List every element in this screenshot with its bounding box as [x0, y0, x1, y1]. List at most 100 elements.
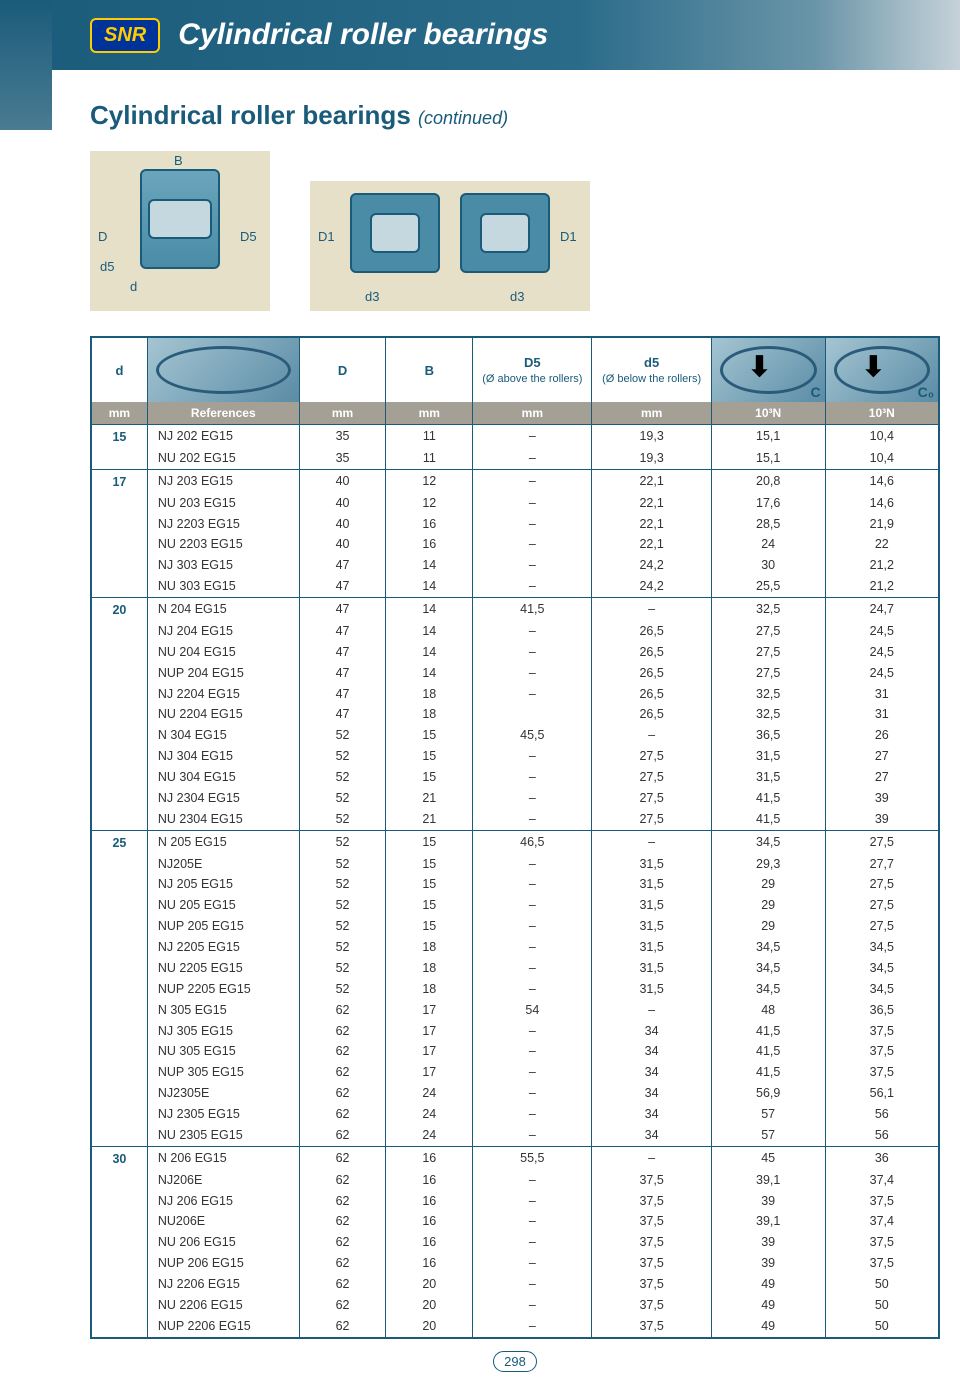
cell: NU 206 EG15	[147, 1232, 299, 1253]
cell: 27	[825, 767, 939, 788]
section-title: Cylindrical roller bearings (continued)	[90, 100, 940, 131]
header-title: Cylindrical roller bearings	[178, 18, 548, 52]
cell: 37,5	[592, 1170, 711, 1191]
cell: 15	[386, 854, 473, 875]
cell-d	[91, 1316, 147, 1338]
diag-label-D1b: D1	[560, 229, 577, 244]
cell: N 304 EG15	[147, 725, 299, 746]
table-row: 15NJ 202 EG153511–19,315,110,4	[91, 425, 939, 448]
cell-d	[91, 788, 147, 809]
cell	[473, 704, 592, 725]
cell: –	[473, 684, 592, 705]
cell: 32,5	[711, 704, 825, 725]
cell: –	[473, 448, 592, 469]
cell: 31	[825, 704, 939, 725]
cell: 62	[299, 1104, 386, 1125]
cell: 14	[386, 663, 473, 684]
table-row: NJ 305 EG156217–3441,537,5	[91, 1021, 939, 1042]
cell: 50	[825, 1295, 939, 1316]
cell-d	[91, 663, 147, 684]
cell: 19,3	[592, 425, 711, 448]
cell-d	[91, 534, 147, 555]
cell: NU 303 EG15	[147, 576, 299, 597]
cell: 37,5	[592, 1253, 711, 1274]
cell: 14,6	[825, 469, 939, 492]
cell: 50	[825, 1316, 939, 1338]
cell-d	[91, 1062, 147, 1083]
unit-mm-2: mm	[299, 402, 386, 425]
cell: NJ 205 EG15	[147, 874, 299, 895]
table-row: NJ 2206 EG156220–37,54950	[91, 1274, 939, 1295]
left-accent-band	[0, 0, 52, 130]
cell-d	[91, 684, 147, 705]
cell: 54	[473, 1000, 592, 1021]
cell-d	[91, 895, 147, 916]
cell: 62	[299, 1316, 386, 1338]
cell: 62	[299, 1170, 386, 1191]
cell: NJ2305E	[147, 1083, 299, 1104]
cell: NJ 2204 EG15	[147, 684, 299, 705]
cell: NJ 305 EG15	[147, 1021, 299, 1042]
cell: –	[473, 979, 592, 1000]
brand-logo: SNR	[90, 18, 160, 53]
cell: NJ206E	[147, 1170, 299, 1191]
cell: N 205 EG15	[147, 830, 299, 853]
page-number: 298	[90, 1354, 940, 1369]
table-row: 25N 205 EG15521546,5–34,527,5	[91, 830, 939, 853]
col-C-img: ⬇C	[711, 337, 825, 402]
cell: 12	[386, 493, 473, 514]
cell-d	[91, 809, 147, 830]
table-row: NJ 303 EG154714–24,23021,2	[91, 555, 939, 576]
cell: 34,5	[711, 937, 825, 958]
cell: NU 203 EG15	[147, 493, 299, 514]
cell: –	[473, 642, 592, 663]
cell: 62	[299, 1295, 386, 1316]
cell: 34	[592, 1041, 711, 1062]
cell: 17	[386, 1021, 473, 1042]
cell: 17	[386, 1041, 473, 1062]
cell: 14,6	[825, 493, 939, 514]
table-row: NU 304 EG155215–27,531,527	[91, 767, 939, 788]
cell: –	[473, 1295, 592, 1316]
table-row: NJ 205 EG155215–31,52927,5	[91, 874, 939, 895]
cell: –	[473, 1062, 592, 1083]
cell: 16	[386, 1253, 473, 1274]
cell: 22,1	[592, 514, 711, 535]
table-body: 15NJ 202 EG153511–19,315,110,4NU 202 EG1…	[91, 425, 939, 1338]
cell: 27	[825, 746, 939, 767]
table-row: NJ 2305 EG156224–345756	[91, 1104, 939, 1125]
unit-mm-3: mm	[386, 402, 473, 425]
cell: NJ205E	[147, 854, 299, 875]
cell: –	[473, 1104, 592, 1125]
cell: 37,5	[592, 1191, 711, 1212]
bearings-table: d D B D5(Ø above the rollers) d5(Ø below…	[90, 336, 940, 1339]
cell: 24,2	[592, 555, 711, 576]
cell-d	[91, 1104, 147, 1125]
cell: –	[473, 1041, 592, 1062]
cell-d	[91, 1274, 147, 1295]
cell: 52	[299, 874, 386, 895]
diag-label-d: d	[130, 279, 137, 294]
cell: –	[592, 1146, 711, 1169]
cell: 21,2	[825, 555, 939, 576]
cell: 20	[386, 1295, 473, 1316]
diag-label-D5: D5	[240, 229, 257, 244]
cell: NU206E	[147, 1211, 299, 1232]
cell: 56,9	[711, 1083, 825, 1104]
cell: 21,2	[825, 576, 939, 597]
cell: 37,4	[825, 1211, 939, 1232]
cell: 36,5	[711, 725, 825, 746]
cell: NU 304 EG15	[147, 767, 299, 788]
cell: 16	[386, 1170, 473, 1191]
cell: 16	[386, 1211, 473, 1232]
diag-label-D1a: D1	[318, 229, 335, 244]
cell: 39	[711, 1191, 825, 1212]
cell: NJ 2304 EG15	[147, 788, 299, 809]
cell-d	[91, 1083, 147, 1104]
table-row: NU206E6216–37,539,137,4	[91, 1211, 939, 1232]
cell: 26	[825, 725, 939, 746]
cell: 34,5	[711, 830, 825, 853]
cell: NJ 303 EG15	[147, 555, 299, 576]
cell: 27,5	[592, 809, 711, 830]
cell: NJ 2203 EG15	[147, 514, 299, 535]
